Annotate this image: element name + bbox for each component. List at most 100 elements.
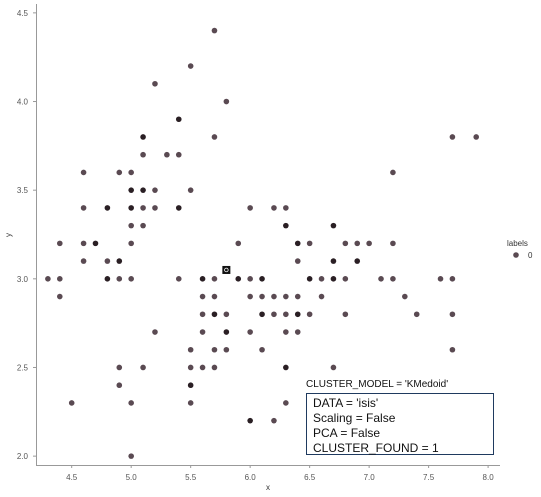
data-point [271,417,277,424]
data-point [342,240,349,247]
cluster-info-box: DATA = 'isis' Scaling = False PCA = Fals… [306,393,494,455]
data-point [449,346,456,353]
data-point [294,258,301,264]
data-point [283,222,289,229]
y-tick-label: 2.5 [17,363,29,372]
data-point [283,329,289,335]
data-point [342,276,349,282]
data-point [390,169,396,176]
data-point [402,293,408,300]
data-point [223,311,230,318]
data-point [211,311,218,318]
data-point [449,276,456,282]
data-point [283,400,289,406]
data-points [45,27,480,459]
data-point [449,311,456,318]
data-point [259,293,265,300]
data-point [152,80,158,87]
x-tick-label: 6.0 [245,473,257,482]
medoid-marker [222,265,231,274]
data-point [283,293,289,300]
data-info-line: DATA = 'isis' [313,396,379,410]
data-point [271,293,277,300]
data-point [259,346,265,353]
data-point [187,400,194,406]
data-point [318,276,325,282]
data-point [271,205,277,211]
data-point [354,258,361,264]
data-point [104,276,111,282]
data-point [306,240,313,247]
y-tick-label: 4.0 [17,98,29,107]
pca-info-line: PCA = False [313,426,381,440]
data-point [56,240,63,247]
data-point [378,276,384,282]
data-point [116,364,123,371]
data-point [116,276,123,282]
data-point [199,364,206,371]
x-tick-label: 7.0 [364,473,376,482]
data-point [80,258,87,264]
data-point [116,258,123,264]
y-axis-title: y [4,233,13,237]
data-point [140,134,146,140]
data-point [128,205,134,211]
legend-label: 0 [528,251,533,260]
data-point [152,329,158,335]
x-tick-label: 7.5 [423,473,435,482]
data-point [56,293,63,300]
data-point [140,222,146,229]
data-point [80,169,87,176]
data-point [294,311,301,318]
data-point [164,151,170,158]
data-point [294,293,301,300]
data-point [354,240,361,247]
data-point [437,276,444,282]
data-point [330,276,337,282]
data-point [211,27,218,34]
data-point [199,311,206,318]
data-point [128,453,134,459]
data-point [104,258,111,264]
data-point [390,240,396,247]
data-point [152,187,158,193]
data-point [247,293,253,300]
data-point [140,151,146,158]
data-point [366,240,372,247]
data-point [199,276,206,282]
x-axis-title: x [266,483,270,492]
x-tick-label: 8.0 [483,473,495,482]
data-point [390,276,396,282]
data-point [187,187,194,193]
data-point [80,240,87,247]
tick-labels: 4.5 5.0 5.5 6.0 6.5 7.0 7.5 8.0 2.0 2.5 3.0 3.5 4.0 4… [17,9,494,482]
data-point [128,400,134,406]
data-point [235,240,242,247]
data-point [92,240,99,247]
data-point [128,276,134,282]
data-point [294,329,301,335]
data-point [199,329,206,335]
data-point [211,346,218,353]
data-point [175,151,182,158]
legend-title: labels [507,239,528,248]
data-point [223,98,230,105]
data-point [318,293,325,300]
data-point [211,276,218,282]
data-point [223,329,230,335]
cluster-found-info-line: CLUSTER_FOUND = 1 [313,441,439,455]
data-point [187,63,194,69]
x-tick-label: 4.5 [66,473,78,482]
y-tick-label: 2.0 [17,452,29,461]
data-point [247,205,253,211]
data-point [116,382,123,389]
data-point [187,382,194,389]
data-point [283,311,289,318]
data-point [128,240,134,247]
data-point [330,258,337,264]
data-point [259,276,265,282]
axes [36,4,500,466]
data-point [116,169,123,176]
data-point [294,240,301,247]
